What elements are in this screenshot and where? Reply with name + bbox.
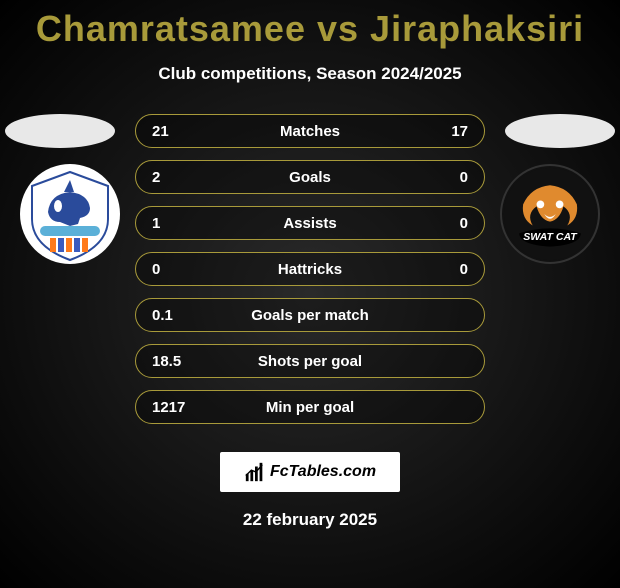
stat-label: Shots per goal <box>212 353 408 370</box>
player1-name: Chamratsamee <box>36 8 306 49</box>
stat-right-value: 0 <box>408 261 468 278</box>
stat-left-value: 0 <box>152 261 212 278</box>
stat-left-value: 0.1 <box>152 307 212 324</box>
stat-left-value: 1217 <box>152 399 212 416</box>
club-logo-left <box>20 164 120 264</box>
stat-left-value: 18.5 <box>152 353 212 370</box>
stat-left-value: 2 <box>152 169 212 186</box>
stat-right-value: 0 <box>408 169 468 186</box>
subtitle: Club competitions, Season 2024/2025 <box>0 64 620 84</box>
footer-brand: FcTables.com <box>220 452 400 492</box>
date-text: 22 february 2025 <box>0 510 620 530</box>
stat-row: 1217Min per goal <box>135 390 485 424</box>
stats-list: 21Matches172Goals01Assists00Hattricks00.… <box>135 114 485 424</box>
stat-label: Assists <box>212 215 408 232</box>
stat-label: Goals per match <box>212 307 408 324</box>
stat-row: 0Hattricks0 <box>135 252 485 286</box>
player2-name: Jiraphaksiri <box>370 8 584 49</box>
stat-row: 2Goals0 <box>135 160 485 194</box>
stat-right-value: 17 <box>408 123 468 140</box>
club-logo-right: SWAT CAT <box>500 164 600 264</box>
footer-brand-text: FcTables.com <box>270 463 376 481</box>
stat-row: 21Matches17 <box>135 114 485 148</box>
stat-label: Goals <box>212 169 408 186</box>
club-right-icon: SWAT CAT <box>502 166 598 262</box>
chart-icon <box>244 461 266 483</box>
player1-photo-placeholder <box>5 114 115 148</box>
vs-text: vs <box>317 8 359 49</box>
club-left-icon <box>20 164 120 264</box>
stat-row: 18.5Shots per goal <box>135 344 485 378</box>
player2-photo-placeholder <box>505 114 615 148</box>
stat-label: Hattricks <box>212 261 408 278</box>
stat-row: 0.1Goals per match <box>135 298 485 332</box>
page-title: Chamratsamee vs Jiraphaksiri <box>0 8 620 50</box>
stat-label: Matches <box>212 123 408 140</box>
stat-label: Min per goal <box>212 399 408 416</box>
stat-left-value: 21 <box>152 123 212 140</box>
stat-right-value: 0 <box>408 215 468 232</box>
stat-left-value: 1 <box>152 215 212 232</box>
comparison-panel: SWAT CAT 21Matches172Goals01Assists00Hat… <box>0 114 620 424</box>
svg-text:SWAT CAT: SWAT CAT <box>523 231 578 243</box>
stat-row: 1Assists0 <box>135 206 485 240</box>
